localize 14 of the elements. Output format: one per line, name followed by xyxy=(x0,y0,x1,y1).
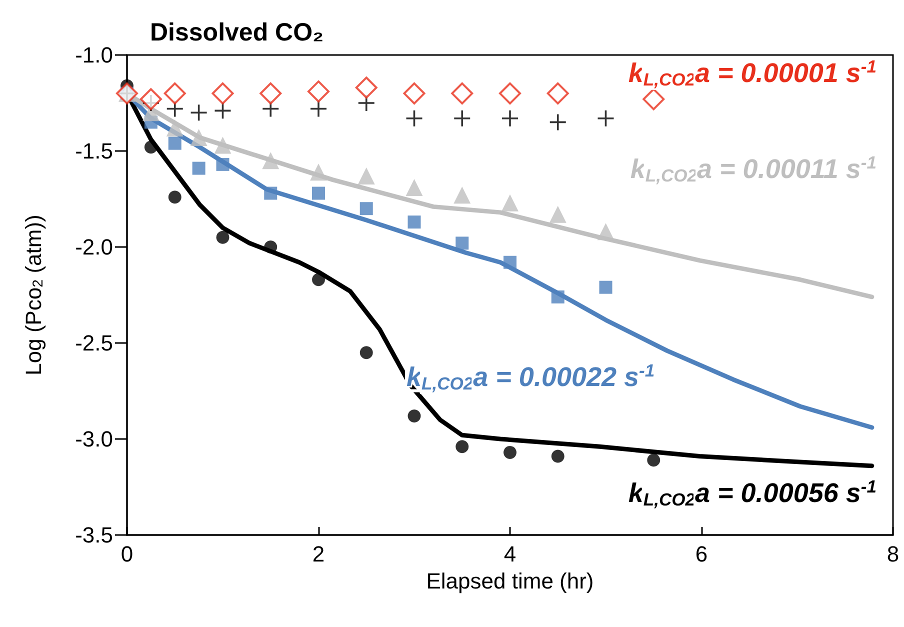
x-axis-title: Elapsed time (hr) xyxy=(426,568,594,594)
y-tick-label: -3.0 xyxy=(75,426,113,452)
y-tick-label: -2.5 xyxy=(75,330,113,356)
x-tick-label: 0 xyxy=(120,542,134,566)
y-tick-label: -3.5 xyxy=(75,522,113,548)
y-axis-title: Log (Pco2 (atm)) xyxy=(21,214,47,376)
chart-title: Dissolved CO₂ xyxy=(150,18,324,46)
y-tick-label: -1.0 xyxy=(75,42,113,68)
x-tick-label: 4 xyxy=(504,542,516,566)
y-tick-label: -2.0 xyxy=(75,234,113,260)
x-tick-label: 6 xyxy=(695,542,708,566)
x-tick-label: 8 xyxy=(886,542,900,566)
x-tick-label: 2 xyxy=(312,542,325,566)
y-tick-label: -1.5 xyxy=(75,138,113,164)
